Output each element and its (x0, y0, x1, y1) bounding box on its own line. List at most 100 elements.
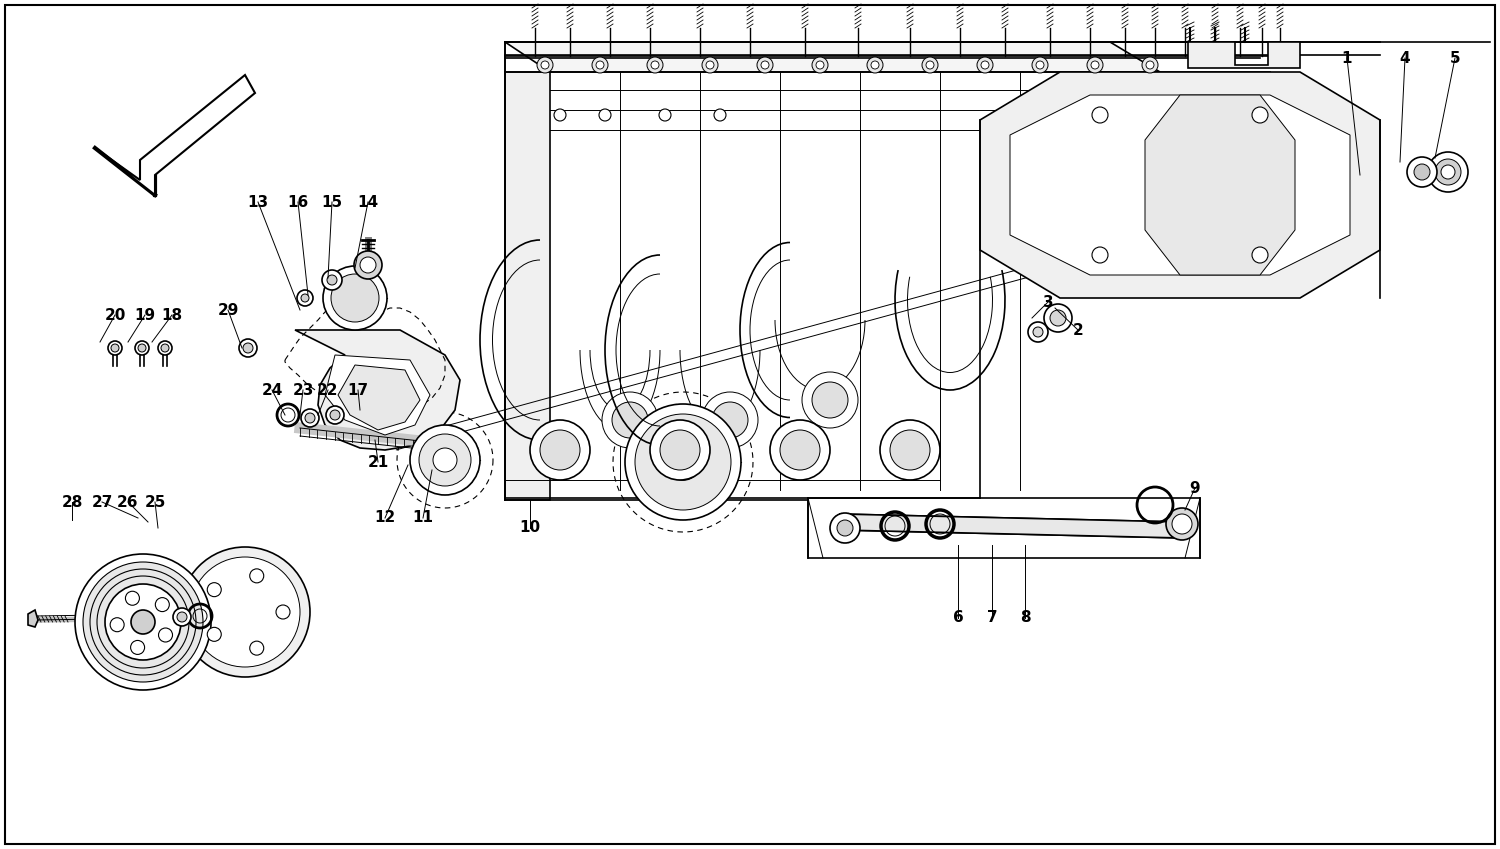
Polygon shape (326, 355, 430, 435)
Polygon shape (1010, 95, 1350, 275)
Circle shape (602, 392, 658, 448)
Circle shape (1436, 159, 1461, 185)
Circle shape (537, 57, 554, 73)
Circle shape (612, 402, 648, 438)
Circle shape (1044, 304, 1072, 332)
Circle shape (1414, 164, 1430, 180)
Polygon shape (980, 72, 1380, 298)
Circle shape (1092, 247, 1108, 263)
Circle shape (1142, 57, 1158, 73)
Circle shape (302, 294, 309, 302)
Circle shape (634, 414, 730, 510)
Text: 19: 19 (135, 307, 156, 323)
Circle shape (816, 61, 824, 69)
Text: 10: 10 (519, 520, 540, 536)
Circle shape (130, 640, 144, 655)
Text: 15: 15 (321, 194, 342, 210)
Circle shape (172, 608, 190, 626)
Circle shape (138, 344, 146, 352)
Circle shape (90, 569, 196, 675)
Circle shape (976, 57, 993, 73)
Text: 6: 6 (952, 610, 963, 626)
Circle shape (177, 612, 188, 622)
Circle shape (922, 57, 938, 73)
Circle shape (207, 582, 222, 597)
Circle shape (297, 290, 314, 306)
Text: 13: 13 (248, 194, 268, 210)
Circle shape (190, 557, 300, 667)
Circle shape (880, 420, 940, 480)
Circle shape (332, 274, 380, 322)
Polygon shape (840, 514, 1182, 538)
Circle shape (249, 569, 264, 583)
Circle shape (249, 641, 264, 655)
Circle shape (867, 57, 883, 73)
Circle shape (276, 605, 290, 619)
Text: 1: 1 (1341, 50, 1353, 65)
Circle shape (330, 410, 340, 420)
Circle shape (1252, 107, 1268, 123)
Circle shape (243, 343, 254, 353)
Circle shape (658, 109, 670, 121)
Text: 12: 12 (375, 510, 396, 526)
Circle shape (651, 61, 658, 69)
Text: 5: 5 (1449, 50, 1461, 65)
Polygon shape (28, 610, 38, 627)
Circle shape (650, 420, 710, 480)
Polygon shape (296, 330, 460, 450)
Circle shape (322, 266, 387, 330)
Circle shape (105, 584, 182, 660)
Text: 26: 26 (117, 494, 138, 509)
Polygon shape (94, 75, 255, 195)
Text: 25: 25 (144, 494, 165, 509)
Text: 9: 9 (1190, 481, 1200, 496)
Text: 16: 16 (288, 194, 309, 210)
Circle shape (419, 434, 471, 486)
Circle shape (1172, 514, 1192, 534)
Circle shape (1036, 61, 1044, 69)
Circle shape (1407, 157, 1437, 187)
Circle shape (302, 409, 320, 427)
Circle shape (354, 251, 382, 279)
Text: 7: 7 (987, 610, 998, 626)
Circle shape (160, 344, 170, 352)
Circle shape (111, 344, 118, 352)
Circle shape (926, 61, 934, 69)
Circle shape (1088, 57, 1102, 73)
Circle shape (327, 275, 338, 285)
Circle shape (981, 61, 988, 69)
Circle shape (1032, 57, 1048, 73)
Text: 17: 17 (348, 383, 369, 397)
Circle shape (837, 520, 854, 536)
Circle shape (82, 562, 203, 682)
Circle shape (98, 576, 189, 668)
Circle shape (1034, 327, 1042, 337)
Text: 21: 21 (368, 454, 388, 469)
Circle shape (238, 339, 256, 357)
Circle shape (360, 257, 376, 273)
Circle shape (530, 420, 590, 480)
Text: 27: 27 (92, 494, 112, 509)
Text: 4: 4 (1400, 50, 1410, 65)
Circle shape (108, 341, 122, 355)
Circle shape (130, 610, 154, 634)
Circle shape (304, 413, 315, 423)
Text: 29: 29 (217, 302, 238, 318)
Circle shape (592, 57, 608, 73)
Text: 8: 8 (1020, 610, 1031, 626)
Text: 3: 3 (1042, 295, 1053, 310)
Circle shape (322, 270, 342, 290)
Circle shape (812, 382, 847, 418)
Circle shape (780, 430, 820, 470)
Polygon shape (506, 72, 550, 500)
Circle shape (626, 404, 741, 520)
Circle shape (542, 61, 549, 69)
Circle shape (712, 402, 748, 438)
Circle shape (1252, 247, 1268, 263)
Text: 20: 20 (105, 307, 126, 323)
Circle shape (758, 57, 772, 73)
Circle shape (1166, 508, 1198, 540)
Circle shape (812, 57, 828, 73)
Circle shape (890, 430, 930, 470)
Circle shape (646, 57, 663, 73)
